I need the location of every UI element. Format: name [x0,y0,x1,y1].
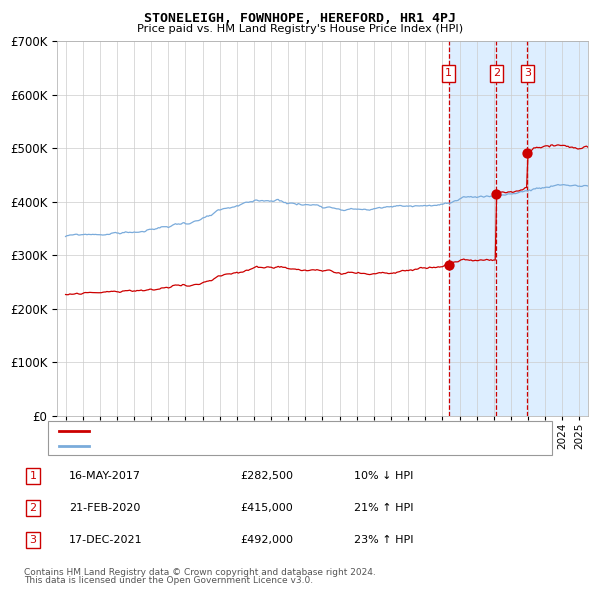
Text: 1: 1 [29,471,37,481]
Text: 1: 1 [445,68,452,78]
Text: 21% ↑ HPI: 21% ↑ HPI [354,503,413,513]
Text: This data is licensed under the Open Government Licence v3.0.: This data is licensed under the Open Gov… [24,576,313,585]
Text: 17-DEC-2021: 17-DEC-2021 [69,535,143,545]
Text: £492,000: £492,000 [240,535,293,545]
Text: 16-MAY-2017: 16-MAY-2017 [69,471,141,481]
Text: STONELEIGH, FOWNHOPE, HEREFORD, HR1 4PJ: STONELEIGH, FOWNHOPE, HEREFORD, HR1 4PJ [144,12,456,25]
Text: HPI: Average price, detached house, Herefordshire: HPI: Average price, detached house, Here… [93,441,370,451]
Text: 3: 3 [524,68,531,78]
Text: STONELEIGH, FOWNHOPE, HEREFORD, HR1 4PJ (detached house): STONELEIGH, FOWNHOPE, HEREFORD, HR1 4PJ … [93,426,451,436]
Bar [449,41,590,416]
Point [491,189,501,199]
Text: 2: 2 [493,68,500,78]
Text: 21-FEB-2020: 21-FEB-2020 [69,503,140,513]
Text: £415,000: £415,000 [240,503,293,513]
Text: 10% ↓ HPI: 10% ↓ HPI [354,471,413,481]
Text: Price paid vs. HM Land Registry's House Price Index (HPI): Price paid vs. HM Land Registry's House … [137,24,463,34]
Text: Contains HM Land Registry data © Crown copyright and database right 2024.: Contains HM Land Registry data © Crown c… [24,568,376,577]
Text: 3: 3 [29,535,37,545]
Text: 2: 2 [29,503,37,513]
Text: £282,500: £282,500 [240,471,293,481]
Text: 23% ↑ HPI: 23% ↑ HPI [354,535,413,545]
Point [444,260,454,270]
Point [523,148,532,158]
